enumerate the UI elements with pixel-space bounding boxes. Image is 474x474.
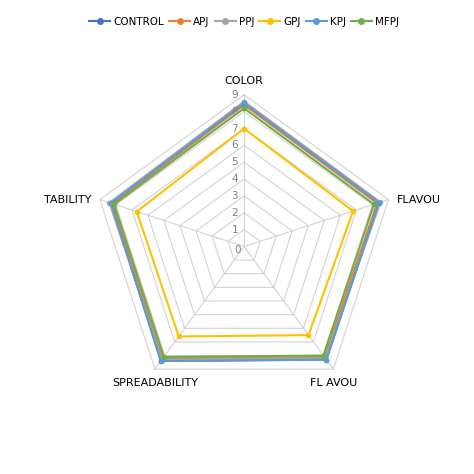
MFPJ — [241, 105, 247, 111]
Text: 6: 6 — [231, 140, 238, 150]
PPJ — [159, 357, 165, 363]
KPJ — [241, 100, 247, 106]
KPJ — [323, 357, 329, 363]
Text: SPREADABILITY: SPREADABILITY — [112, 377, 198, 388]
MFPJ — [111, 201, 117, 207]
Text: 7: 7 — [231, 124, 238, 134]
Line: PPJ: PPJ — [108, 100, 383, 362]
APJ — [160, 356, 166, 361]
PPJ — [107, 200, 112, 206]
KPJ — [376, 200, 382, 206]
KPJ — [108, 201, 114, 206]
Line: CONTROL: CONTROL — [109, 101, 381, 363]
Text: 1: 1 — [231, 225, 238, 235]
CONTROL — [158, 358, 164, 364]
Line: GPJ: GPJ — [135, 127, 355, 338]
Line: APJ: APJ — [110, 103, 379, 360]
MFPJ — [371, 201, 377, 207]
KPJ — [241, 100, 247, 106]
GPJ — [241, 126, 247, 131]
Text: 8: 8 — [231, 107, 238, 117]
PPJ — [377, 200, 383, 205]
APJ — [374, 201, 380, 206]
APJ — [321, 354, 327, 360]
CONTROL — [376, 200, 382, 206]
APJ — [241, 102, 247, 108]
CONTROL — [241, 100, 247, 106]
KPJ — [158, 358, 164, 364]
GPJ — [176, 334, 182, 339]
Line: MFPJ: MFPJ — [112, 106, 376, 359]
Text: FLAVOU: FLAVOU — [397, 195, 441, 205]
Text: 5: 5 — [231, 157, 238, 167]
Text: 0: 0 — [235, 245, 241, 255]
MFPJ — [320, 353, 326, 358]
Text: 4: 4 — [231, 174, 238, 184]
PPJ — [241, 99, 247, 104]
MFPJ — [161, 354, 167, 360]
GPJ — [350, 208, 356, 214]
Line: KPJ: KPJ — [109, 101, 381, 363]
PPJ — [241, 99, 247, 104]
Text: 3: 3 — [231, 191, 238, 201]
APJ — [110, 201, 116, 207]
GPJ — [134, 209, 139, 214]
GPJ — [306, 332, 311, 338]
Text: COLOR: COLOR — [225, 76, 264, 86]
PPJ — [322, 356, 328, 361]
Text: 9: 9 — [231, 90, 238, 100]
APJ — [241, 102, 247, 108]
GPJ — [241, 126, 247, 131]
CONTROL — [323, 357, 329, 363]
Text: FL AVOU: FL AVOU — [310, 377, 357, 388]
Text: TABILITY: TABILITY — [44, 195, 91, 205]
Text: 2: 2 — [231, 208, 238, 218]
MFPJ — [241, 105, 247, 111]
CONTROL — [108, 201, 114, 206]
Legend: CONTROL, APJ, PPJ, GPJ, KPJ, MFPJ: CONTROL, APJ, PPJ, GPJ, KPJ, MFPJ — [85, 13, 403, 31]
CONTROL — [241, 100, 247, 106]
